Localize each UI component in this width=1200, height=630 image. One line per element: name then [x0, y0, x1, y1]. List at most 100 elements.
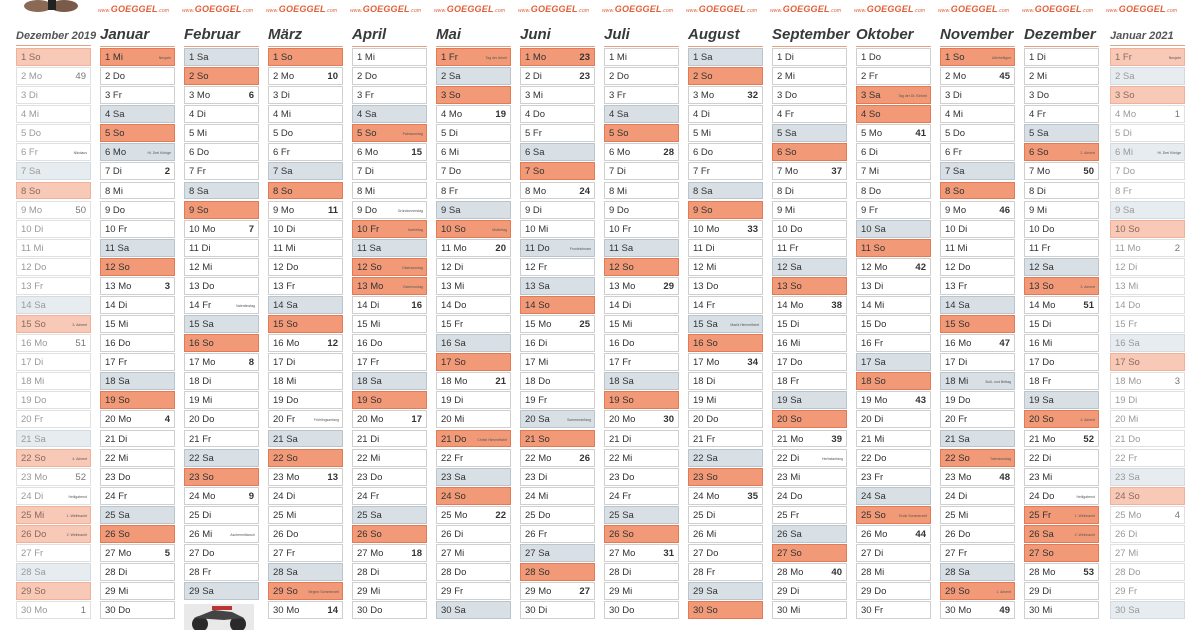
- day-cell[interactable]: 20 Mo 4: [100, 410, 175, 429]
- day-cell[interactable]: 18 Fr: [1024, 372, 1099, 391]
- day-cell[interactable]: 18 Sa: [604, 372, 679, 391]
- day-cell[interactable]: 28 Fr: [184, 563, 259, 581]
- day-cell[interactable]: 8 Do: [856, 181, 931, 200]
- day-cell[interactable]: 18 Sa: [352, 372, 427, 391]
- day-cell[interactable]: 15 Mo 25: [520, 315, 595, 333]
- day-cell[interactable]: 15 So: [940, 315, 1015, 333]
- day-cell[interactable]: 26 Mi: [688, 524, 763, 543]
- day-cell[interactable]: 13 Mi: [436, 276, 511, 295]
- day-cell[interactable]: 25 Di: [184, 505, 259, 524]
- day-cell[interactable]: 15 Fr: [1110, 315, 1185, 333]
- day-cell[interactable]: 8 Mi: [604, 181, 679, 200]
- day-cell[interactable]: 21 Sa: [16, 429, 91, 448]
- day-cell[interactable]: 23 Sa: [436, 467, 511, 486]
- day-cell[interactable]: 1 Mo 23: [520, 48, 595, 66]
- day-cell[interactable]: 16 Mi: [772, 334, 847, 353]
- day-cell[interactable]: 1 So: [16, 48, 91, 66]
- day-cell[interactable]: 3 Mi: [520, 86, 595, 105]
- day-cell[interactable]: 11 Sa: [100, 238, 175, 257]
- day-cell[interactable]: 15 Fr: [436, 315, 511, 333]
- day-cell[interactable]: 23 So: [688, 467, 763, 486]
- day-cell[interactable]: 17 Di: [940, 353, 1015, 372]
- day-cell[interactable]: 21 Mo 52: [1024, 429, 1099, 448]
- day-cell[interactable]: 17 Fr: [352, 353, 427, 372]
- day-cell[interactable]: 2 So: [688, 67, 763, 85]
- day-cell[interactable]: 28 Sa: [16, 563, 91, 581]
- day-cell[interactable]: 4 So: [856, 105, 931, 124]
- day-cell[interactable]: 19 Mi: [184, 391, 259, 410]
- day-cell[interactable]: 25 Sa: [604, 505, 679, 524]
- day-cell[interactable]: 3 Di: [16, 86, 91, 105]
- day-cell[interactable]: 13 Sa: [520, 276, 595, 295]
- day-cell[interactable]: 26 So: [604, 524, 679, 543]
- day-cell[interactable]: 15 Di: [1024, 315, 1099, 333]
- day-cell[interactable]: 5 So Palmsonntag: [352, 124, 427, 143]
- day-cell[interactable]: 13 Fr: [16, 276, 91, 295]
- day-cell[interactable]: 5 Mi: [184, 124, 259, 143]
- day-cell[interactable]: 27 Fr: [940, 544, 1015, 562]
- day-cell[interactable]: 11 Fr: [772, 238, 847, 257]
- day-cell[interactable]: 21 Di: [352, 429, 427, 448]
- day-cell[interactable]: 1 Do: [856, 48, 931, 66]
- day-cell[interactable]: 20 Fr: [16, 410, 91, 429]
- day-cell[interactable]: 4 Di: [184, 105, 259, 124]
- day-cell[interactable]: 26 So: [100, 524, 175, 543]
- day-cell[interactable]: 25 Mi: [268, 505, 343, 524]
- day-cell[interactable]: 21 Do: [1110, 429, 1185, 448]
- day-cell[interactable]: 16 So: [688, 334, 763, 353]
- day-cell[interactable]: 1 So Allerheiligen: [940, 48, 1015, 66]
- day-cell[interactable]: 1 Mi: [352, 48, 427, 66]
- day-cell[interactable]: 11 So: [856, 238, 931, 257]
- day-cell[interactable]: 24 Mo 35: [688, 486, 763, 505]
- day-cell[interactable]: 5 Mi: [688, 124, 763, 143]
- day-cell[interactable]: 27 Mo 31: [604, 544, 679, 562]
- day-cell[interactable]: 10 Mi: [520, 219, 595, 238]
- day-cell[interactable]: 29 Sa: [688, 582, 763, 601]
- day-cell[interactable]: 14 Mo 38: [772, 296, 847, 314]
- day-cell[interactable]: 30 Mi: [1024, 601, 1099, 620]
- day-cell[interactable]: 28 Mi: [856, 563, 931, 581]
- day-cell[interactable]: 29 Di: [1024, 582, 1099, 601]
- day-cell[interactable]: 18 Sa: [100, 372, 175, 391]
- day-cell[interactable]: 24 Fr: [604, 486, 679, 505]
- day-cell[interactable]: 29 Mo 27: [520, 582, 595, 601]
- day-cell[interactable]: 26 Fr: [520, 524, 595, 543]
- day-cell[interactable]: 21 Mo 39: [772, 429, 847, 448]
- day-cell[interactable]: 27 Fr: [16, 544, 91, 562]
- day-cell[interactable]: 28 Do: [1110, 563, 1185, 581]
- day-cell[interactable]: 16 Mo 12: [268, 334, 343, 353]
- day-cell[interactable]: 25 Mo 4: [1110, 505, 1185, 524]
- day-cell[interactable]: 2 Sa: [1110, 67, 1185, 85]
- day-cell[interactable]: 3 So: [436, 86, 511, 105]
- day-cell[interactable]: 10 Di: [940, 219, 1015, 238]
- day-cell[interactable]: 21 So: [520, 429, 595, 448]
- day-cell[interactable]: 5 Do: [16, 124, 91, 143]
- day-cell[interactable]: 14 Di: [100, 296, 175, 314]
- day-cell[interactable]: 18 Di: [688, 372, 763, 391]
- day-cell[interactable]: 24 Mo 9: [184, 486, 259, 505]
- day-cell[interactable]: 21 Do Christi Himmelfahrt: [436, 429, 511, 448]
- day-cell[interactable]: 29 Fr: [1110, 582, 1185, 601]
- day-cell[interactable]: 25 Do: [520, 505, 595, 524]
- day-cell[interactable]: 2 Di 23: [520, 67, 595, 85]
- day-cell[interactable]: 8 Mi: [100, 181, 175, 200]
- day-cell[interactable]: 28 Di: [100, 563, 175, 581]
- day-cell[interactable]: 28 Do: [436, 563, 511, 581]
- day-cell[interactable]: 20 Fr: [940, 410, 1015, 429]
- day-cell[interactable]: 18 Mi Buß- und Bettag: [940, 372, 1015, 391]
- day-cell[interactable]: 26 So: [352, 524, 427, 543]
- day-cell[interactable]: 30 So: [688, 601, 763, 620]
- day-cell[interactable]: 6 Fr: [268, 143, 343, 162]
- day-cell[interactable]: 7 Di: [604, 162, 679, 181]
- day-cell[interactable]: 10 So: [1110, 219, 1185, 238]
- day-cell[interactable]: 6 Mo 15: [352, 143, 427, 162]
- day-cell[interactable]: 24 So: [1110, 486, 1185, 505]
- day-cell[interactable]: 3 Di: [940, 86, 1015, 105]
- day-cell[interactable]: 30 Sa: [436, 601, 511, 620]
- day-cell[interactable]: 18 So: [856, 372, 931, 391]
- day-cell[interactable]: 14 Do: [1110, 296, 1185, 314]
- day-cell[interactable]: 26 Sa 2. Weihnacht: [1024, 524, 1099, 543]
- day-cell[interactable]: 6 Di: [856, 143, 931, 162]
- day-cell[interactable]: 7 Sa: [16, 162, 91, 181]
- day-cell[interactable]: 13 Mi: [1110, 276, 1185, 295]
